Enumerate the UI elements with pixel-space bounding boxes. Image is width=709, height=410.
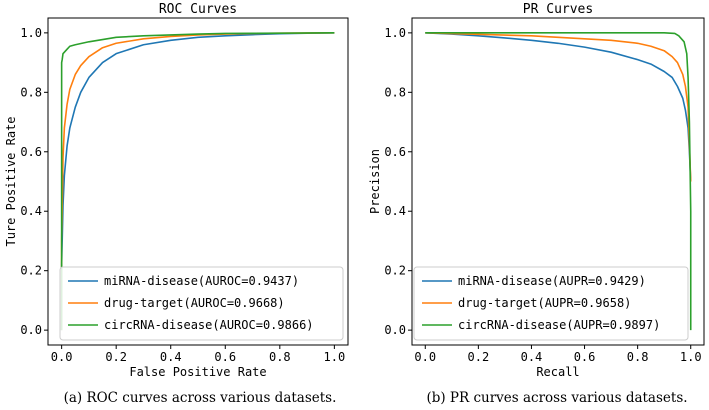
legend-label-1-chart-2: miRNA-disease(AUPR=0.9429) [458,274,646,288]
x-tick-label-chart-2: 0.2 [468,350,490,364]
legend-label-2-chart-1: drug-target(AUROC=0.9668) [104,296,285,310]
x-tick-label-chart-1: 0.2 [105,350,127,364]
legend-label-3-chart-1: circRNA-disease(AUROC=0.9866) [104,318,314,332]
y-tick-label-chart-1: 0.0 [20,323,42,337]
legend-box-chart-2 [413,266,689,341]
x-tick-label-chart-1: 0.6 [214,350,236,364]
axes-frame-chart-2 [411,17,705,346]
series-line-1-chart-2 [425,32,692,182]
y-tick-label-chart-1: 1.0 [20,26,42,40]
y-tick-label-chart-2: 0.2 [384,264,406,278]
x-axis-label-chart-2: Recall [536,365,579,379]
x-tick-label-chart-2: 0.8 [627,350,649,364]
y-axis-label-chart-1: Ture Positive Rate [4,116,18,246]
x-tick-label-chart-2: 0.0 [414,350,436,364]
y-tick-label-chart-2: 0.0 [384,323,406,337]
x-tick-label-chart-2: 1.0 [680,350,702,364]
legend-label-1-chart-1: miRNA-disease(AUROC=0.9437) [104,274,299,288]
x-tick-label-chart-2: 0.4 [521,350,543,364]
x-tick-label-chart-1: 0.8 [269,350,291,364]
y-tick-label-chart-1: 0.4 [20,204,42,218]
x-tick-label-chart-1: 0.4 [160,350,182,364]
x-tick-label-chart-1: 0.0 [51,350,73,364]
legend-label-3-chart-2: circRNA-disease(AUPR=0.9897) [458,318,660,332]
legend-label-2-chart-2: drug-target(AUPR=0.9658) [458,296,631,310]
y-tick-label-chart-1: 0.6 [20,145,42,159]
series-line-3-chart-2 [425,32,692,331]
y-tick-label-chart-2: 1.0 [384,26,406,40]
y-tick-label-chart-2: 0.6 [384,145,406,159]
y-tick-label-chart-1: 0.8 [20,85,42,99]
series-line-2-chart-2 [425,32,692,182]
caption-chart-2: (b) PR curves across various datasets. [426,390,687,406]
caption-chart-1: (a) ROC curves across various datasets. [64,390,337,406]
series-line-1-chart-1 [60,32,335,331]
x-axis-label-chart-1: False Positive Rate [129,365,266,379]
x-tick-label-chart-1: 1.0 [324,350,346,364]
series-line-3-chart-1 [60,32,335,331]
y-tick-label-chart-1: 0.2 [20,264,42,278]
y-tick-label-chart-2: 0.8 [384,85,406,99]
axes-frame-chart-1 [47,17,349,346]
x-tick-label-chart-2: 0.6 [574,350,596,364]
chart-title-2: PR Curves [523,2,593,17]
y-axis-label-chart-2: Precision [368,149,382,214]
chart-title-1: ROC Curves [159,2,237,17]
y-tick-label-chart-2: 0.4 [384,204,406,218]
legend-box-chart-1 [59,266,344,341]
